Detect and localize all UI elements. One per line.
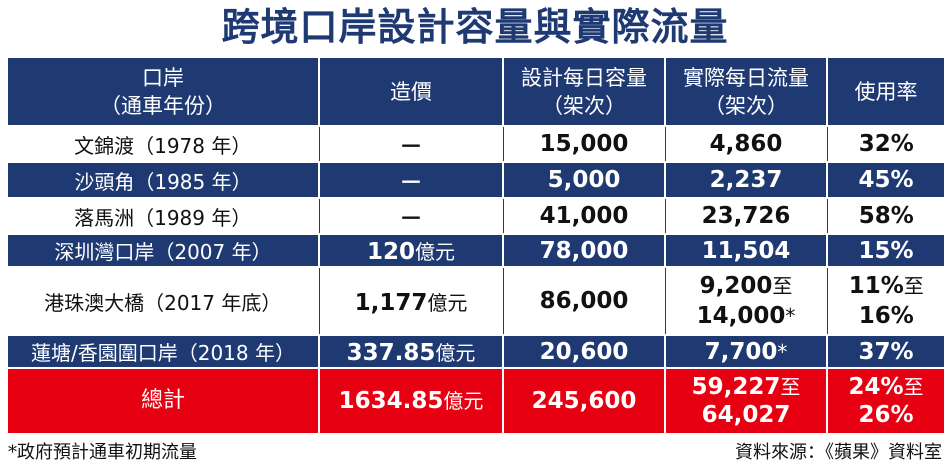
- header-cost: 造價: [318, 56, 504, 127]
- total-cost: 1634.85億元: [318, 367, 504, 435]
- usage-rate-cell: 32%: [826, 125, 945, 163]
- port-name: 港珠澳大橋（2017 年底）: [7, 266, 320, 336]
- port-name: 蓮塘/香園圍口岸（2018 年）: [6, 334, 320, 369]
- cost-cell: 120億元: [318, 233, 504, 268]
- capacity-cell: 86,000: [502, 266, 666, 336]
- capacity-cell: 20,600: [502, 334, 666, 369]
- capacity-cell: 78,000: [502, 233, 666, 268]
- table-header-row: 口岸 （通車年份） 造價 設計每日容量 （架次） 實際每日流量 （架次） 使用率: [6, 56, 946, 127]
- usage-rate-cell: 45%: [826, 161, 946, 199]
- total-capacity: 245,600: [502, 367, 666, 435]
- cost-cell: －: [318, 161, 504, 199]
- flow-cell: 23,726: [664, 197, 828, 235]
- total-row: 總計 1634.85億元 245,600 59,227至 64,027 24%至…: [6, 367, 946, 435]
- cost-cell: －: [318, 197, 504, 235]
- port-name: 落馬洲（1989 年）: [7, 197, 320, 235]
- usage-rate-cell: 58%: [826, 197, 945, 235]
- capacity-cell: 15,000: [502, 125, 666, 163]
- flow-cell: 2,237: [664, 161, 828, 199]
- table-row: 深圳灣口岸（2007 年） 120億元 78,000 11,504 15%: [6, 233, 946, 268]
- total-label: 總計: [6, 367, 320, 435]
- table-row: 蓮塘/香園圍口岸（2018 年） 337.85億元 20,600 7,700* …: [6, 334, 946, 369]
- usage-rate-cell: 15%: [826, 233, 946, 268]
- ports-table: 口岸 （通車年份） 造價 設計每日容量 （架次） 實際每日流量 （架次） 使用率…: [6, 56, 946, 435]
- capacity-cell: 5,000: [502, 161, 666, 199]
- flow-cell: 4,860: [664, 125, 828, 163]
- table-row: 文錦渡（1978 年） － 15,000 4,860 32%: [7, 125, 945, 163]
- footnote: *政府預計通車初期流量: [8, 442, 197, 463]
- capacity-cell: 41,000: [502, 197, 666, 235]
- usage-rate-cell: 37%: [826, 334, 946, 369]
- source-credit: 資料來源：《蘋果》資料室: [735, 442, 942, 463]
- header-usage-rate: 使用率: [826, 56, 946, 127]
- header-flow: 實際每日流量 （架次）: [664, 56, 828, 127]
- total-flow: 59,227至 64,027: [664, 367, 828, 435]
- port-name: 文錦渡（1978 年）: [7, 125, 320, 163]
- cost-cell: －: [318, 125, 504, 163]
- flow-cell: 9,200至 14,000*: [664, 266, 828, 336]
- port-name: 深圳灣口岸（2007 年）: [6, 233, 320, 268]
- header-port: 口岸 （通車年份）: [6, 56, 320, 127]
- cost-cell: 337.85億元: [318, 334, 504, 369]
- page-title: 跨境口岸設計容量與實際流量: [221, 5, 729, 49]
- header-capacity: 設計每日容量 （架次）: [502, 56, 666, 127]
- cost-cell: 1,177億元: [318, 266, 504, 336]
- table-row: 港珠澳大橋（2017 年底） 1,177億元 86,000 9,200至 14,…: [7, 266, 945, 336]
- table-row: 沙頭角（1985 年） － 5,000 2,237 45%: [6, 161, 946, 199]
- port-name: 沙頭角（1985 年）: [6, 161, 320, 199]
- total-usage-rate: 24%至 26%: [826, 367, 946, 435]
- usage-rate-cell: 11%至 16%: [826, 266, 945, 336]
- table-row: 落馬洲（1989 年） － 41,000 23,726 58%: [7, 197, 945, 235]
- flow-cell: 7,700*: [664, 334, 828, 369]
- flow-cell: 11,504: [664, 233, 828, 268]
